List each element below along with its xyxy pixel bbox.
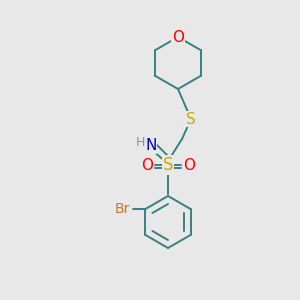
Text: O: O	[183, 158, 195, 172]
Text: N: N	[145, 139, 157, 154]
Text: S: S	[163, 156, 173, 174]
Text: H: H	[135, 136, 145, 148]
Text: Br: Br	[115, 202, 130, 216]
Text: O: O	[172, 29, 184, 44]
Text: O: O	[141, 158, 153, 172]
Text: S: S	[186, 112, 196, 127]
